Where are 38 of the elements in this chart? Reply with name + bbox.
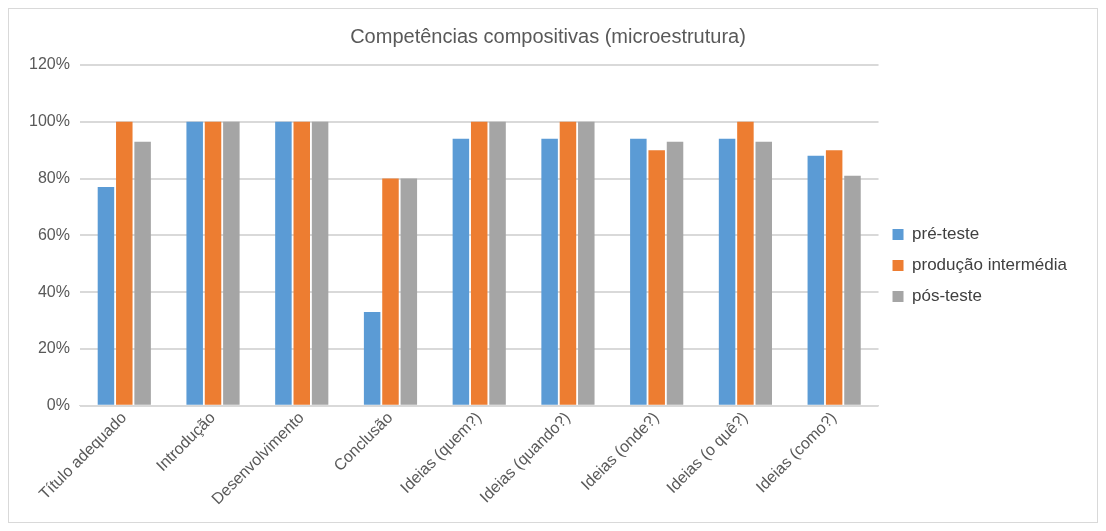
- bar: [737, 121, 754, 405]
- bar: [648, 150, 665, 405]
- bar: [116, 121, 133, 405]
- bar: [400, 178, 418, 405]
- y-tick-label: 0%: [46, 396, 70, 414]
- bar: [470, 121, 488, 405]
- legend-label: pós-teste: [912, 286, 982, 306]
- y-tick-label: 60%: [37, 225, 70, 243]
- bar: [718, 138, 736, 405]
- chart-title: Competências compositivas (microestrutura): [350, 24, 746, 47]
- bar: [223, 121, 240, 405]
- bar: [807, 155, 825, 405]
- bar: [293, 121, 311, 405]
- legend-label: pré-teste: [912, 224, 980, 244]
- bar: [134, 141, 151, 405]
- bar: [382, 178, 399, 405]
- y-tick-label: 100%: [29, 112, 70, 130]
- bar: [630, 138, 647, 405]
- y-tick-label: 120%: [29, 55, 70, 73]
- bar: [541, 138, 558, 405]
- bar: [578, 121, 595, 405]
- bar: [755, 141, 773, 405]
- bar: [186, 121, 203, 405]
- y-tick-label: 80%: [37, 168, 70, 186]
- bar: [844, 175, 861, 405]
- bar: [363, 311, 381, 405]
- bar: [666, 141, 684, 405]
- bar: [559, 121, 577, 405]
- bar: [97, 187, 115, 405]
- bar: [204, 121, 222, 405]
- y-tick-label: 40%: [37, 282, 70, 300]
- legend-label: produção intermédia: [912, 255, 1068, 275]
- bar: [311, 121, 329, 405]
- bar: [275, 121, 292, 405]
- bar: [825, 150, 843, 405]
- bar: [452, 138, 470, 405]
- y-tick-label: 20%: [37, 339, 70, 357]
- bar: [489, 121, 506, 405]
